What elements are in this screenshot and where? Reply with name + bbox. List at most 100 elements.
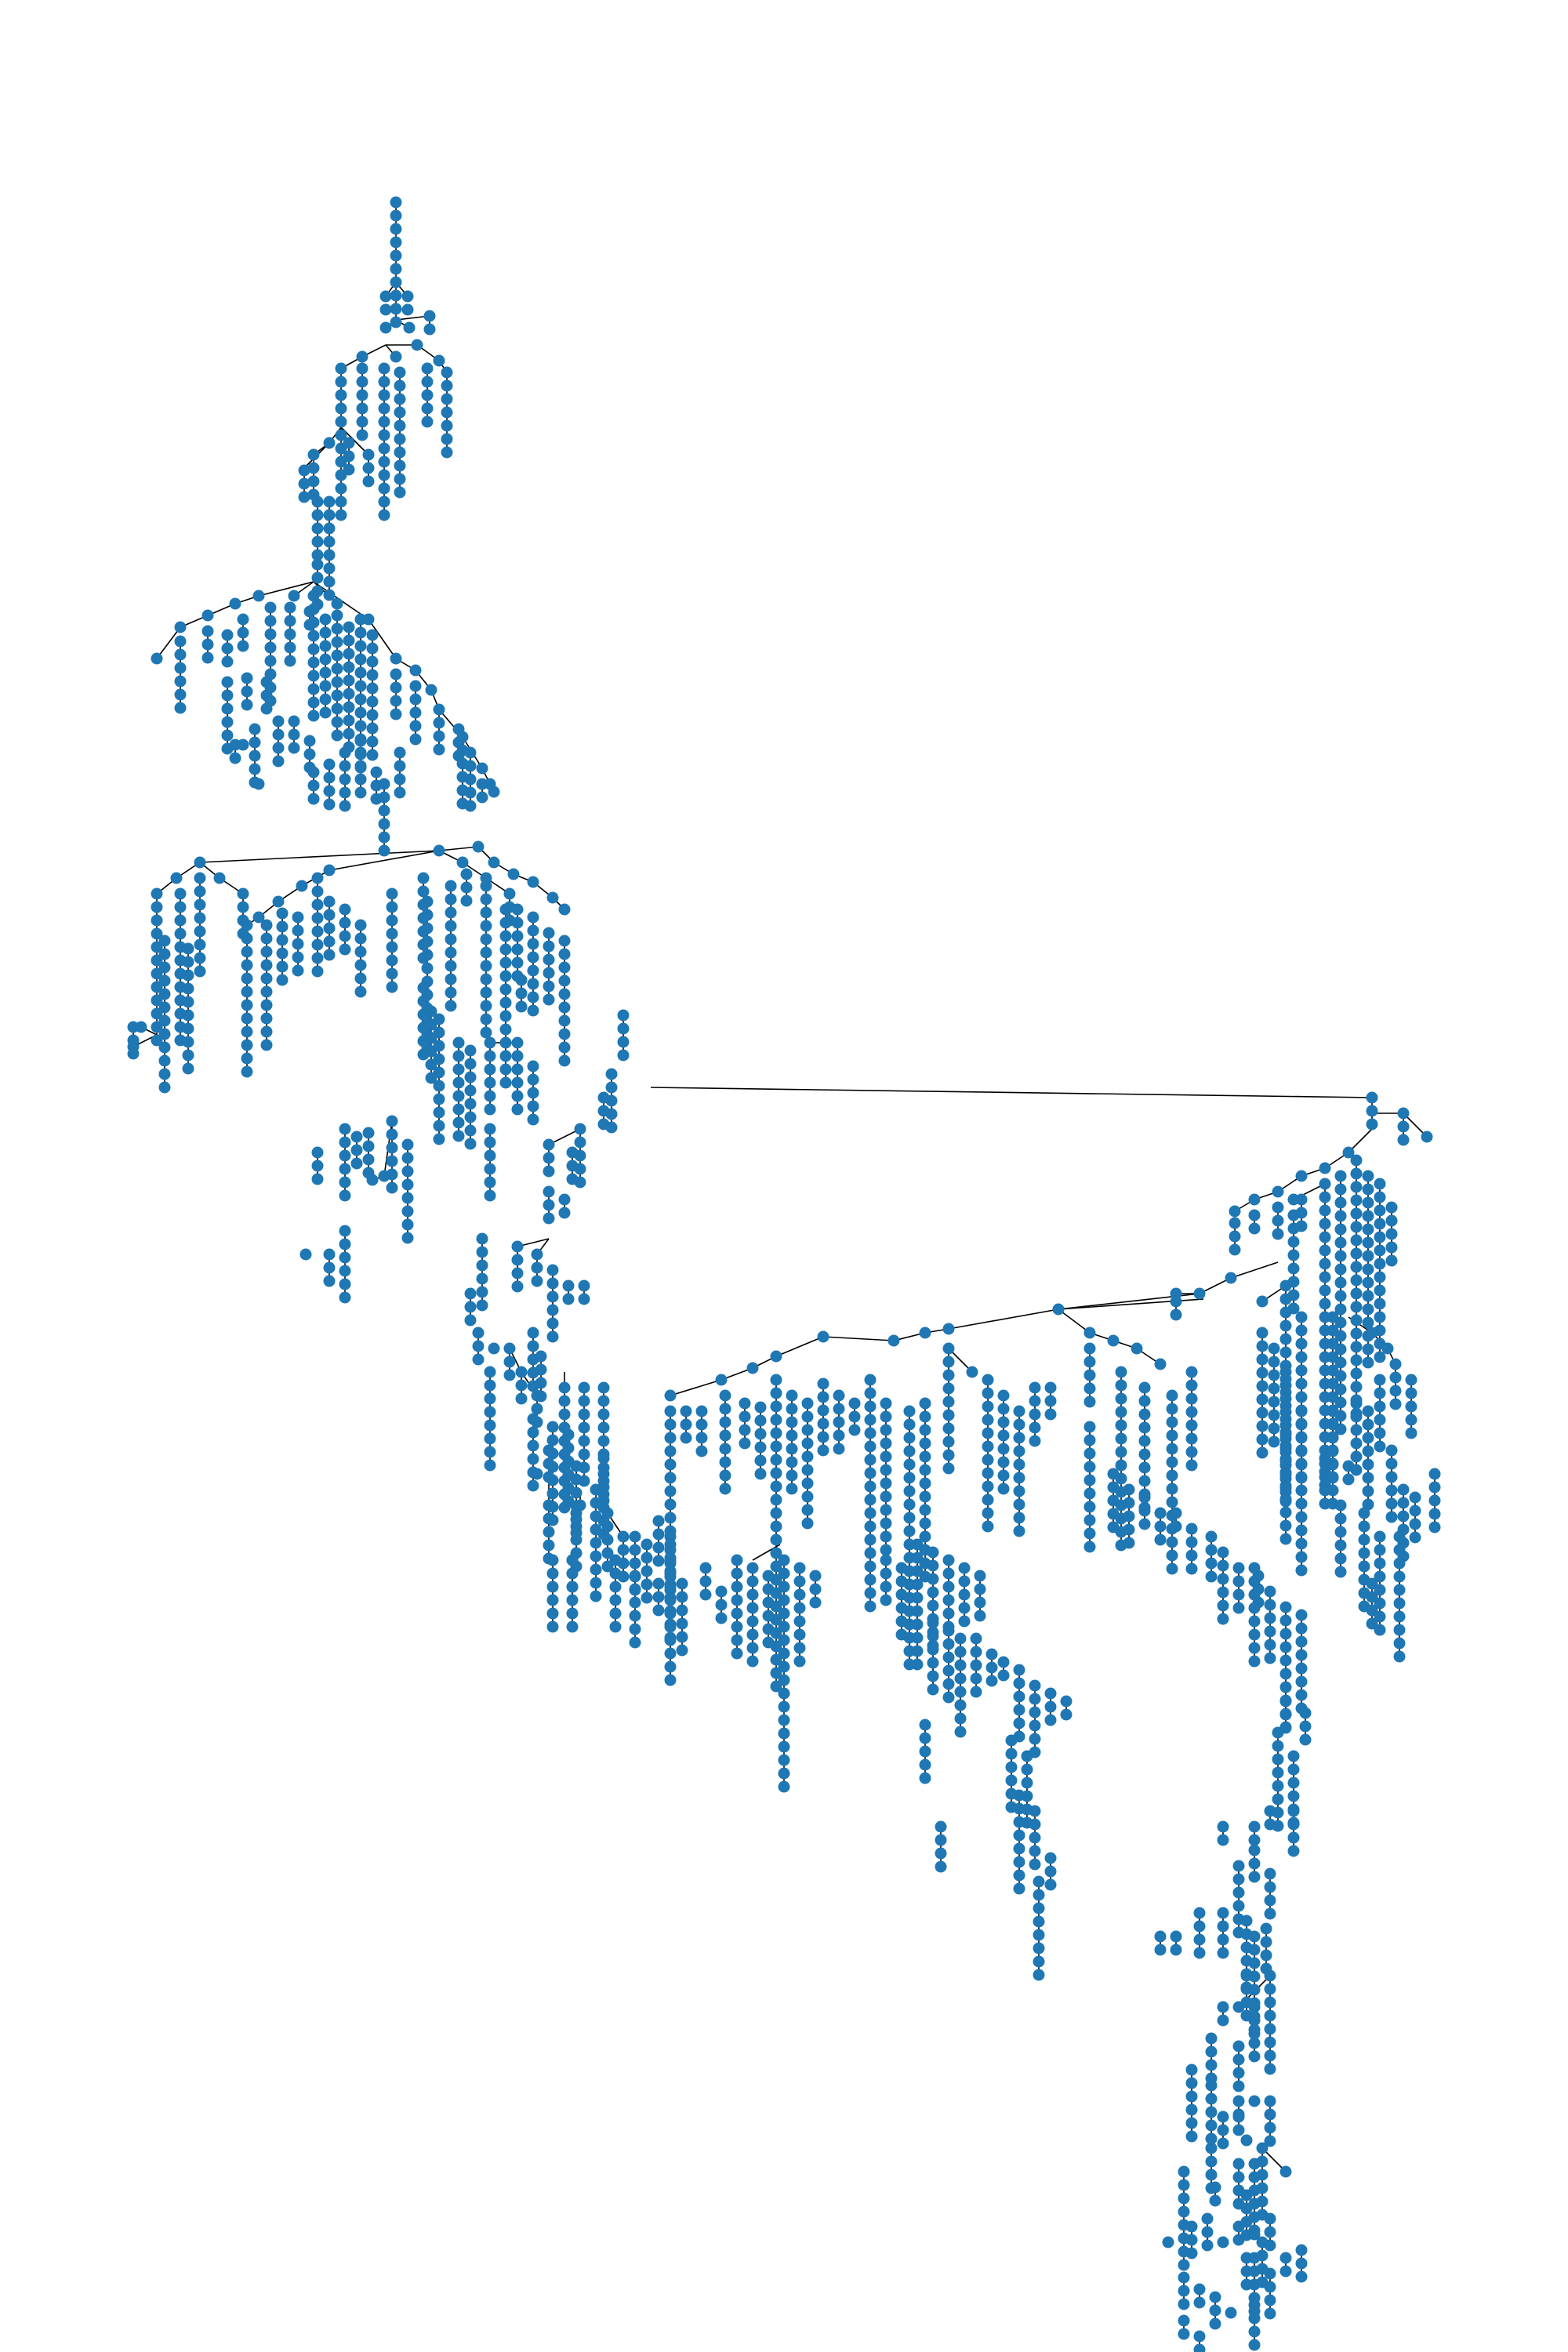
graph-node-42 [356, 376, 368, 388]
graph-node-343 [194, 938, 206, 951]
graph-node-1901 [1185, 2063, 1198, 2076]
graph-node-1595 [880, 1554, 892, 1566]
graph-node-1827 [1217, 2014, 1229, 2027]
graph-node-1136 [1385, 1457, 1398, 1470]
graph-node-71 [421, 389, 434, 401]
graph-node-1724 [935, 1860, 947, 1873]
graph-node-1476 [1083, 1461, 1096, 1473]
graph-node-1362 [919, 1490, 931, 1503]
graph-node-1298 [833, 1403, 845, 1415]
graph-node-491 [445, 960, 457, 972]
graph-node-1459 [1166, 1496, 1178, 1508]
graph-node-1002 [1279, 1279, 1292, 1292]
graph-node-143 [307, 590, 320, 602]
graph-node-1717 [1033, 1969, 1045, 1981]
graph-node-984 [1385, 1214, 1398, 1227]
graph-node-586 [484, 1050, 496, 1062]
graph-node-1791 [1248, 1834, 1261, 1846]
graph-edge [650, 1087, 1373, 1098]
graph-node-1097 [1279, 1419, 1292, 1432]
graph-node-772 [562, 1428, 575, 1441]
graph-node-1263 [770, 1560, 782, 1573]
graph-node-992 [1287, 1249, 1300, 1261]
graph-node-1842 [1205, 2142, 1218, 2154]
graph-node-1756 [1295, 1635, 1308, 1648]
graph-node-1653 [954, 1672, 967, 1685]
graph-node-1105 [1295, 1432, 1308, 1444]
graph-node-1893 [1178, 2165, 1190, 2178]
graph-node-1833 [1232, 2053, 1245, 2066]
graph-node-354 [182, 1049, 194, 1062]
graph-node-1429 [1115, 1392, 1127, 1405]
graph-node-1494 [1138, 1504, 1151, 1517]
graph-node-1424 [1083, 1369, 1096, 1381]
graph-node-851 [609, 1567, 622, 1580]
graph-node-174 [343, 661, 355, 673]
graph-node-606 [362, 1127, 375, 1139]
graph-node-964 [1362, 1303, 1374, 1316]
graph-node-1937 [1264, 2063, 1276, 2075]
graph-node-877 [1229, 1205, 1241, 1218]
graph-node-113 [174, 635, 187, 648]
graph-node-1388 [982, 1480, 994, 1493]
graph-node-99 [323, 575, 336, 588]
graph-node-118 [174, 702, 187, 714]
graph-node-1434 [1115, 1459, 1127, 1472]
graph-node-396 [276, 960, 289, 973]
graph-node-794 [570, 1513, 583, 1526]
graph-node-1559 [746, 1655, 759, 1668]
graph-node-259 [249, 763, 261, 775]
graph-node-94 [323, 509, 336, 521]
graph-node-683 [578, 1293, 590, 1305]
graph-node-40 [335, 509, 347, 521]
graph-node-1634 [974, 1570, 986, 1582]
graph-node-1089 [1405, 1387, 1417, 1399]
graph-node-597 [339, 1123, 351, 1135]
graph-node-1240 [739, 1410, 751, 1423]
graph-node-1361 [919, 1477, 931, 1490]
graph-node-856 [629, 1570, 641, 1582]
graph-node-66 [394, 459, 406, 472]
graph-node-1410 [1029, 1381, 1041, 1394]
graph-node-360 [127, 1047, 140, 1060]
graph-edge [199, 850, 440, 863]
graph-node-1683 [1060, 1695, 1073, 1708]
graph-node-132 [264, 655, 277, 667]
graph-node-1291 [817, 1377, 829, 1390]
graph-node-1567 [778, 1567, 790, 1580]
graph-node-127 [237, 640, 249, 652]
graph-node-1651 [954, 1646, 967, 1658]
graph-node-109 [229, 597, 241, 610]
graph-node-968 [1362, 1356, 1374, 1369]
graph-node-1077 [1381, 1342, 1394, 1355]
graph-node-1599 [895, 1562, 908, 1574]
graph-node-1076 [1366, 1327, 1378, 1339]
graph-node-430 [386, 941, 398, 953]
graph-node-1456 [1166, 1456, 1178, 1468]
graph-node-317 [174, 927, 187, 940]
graph-node-1956 [1240, 2189, 1253, 2201]
graph-node-1232 [719, 1403, 731, 1415]
graph-node-1607 [911, 1565, 924, 1577]
graph-node-853 [609, 1594, 622, 1606]
graph-node-492 [445, 973, 457, 985]
graph-node-811 [566, 1607, 579, 1620]
graph-node-1332 [880, 1517, 892, 1530]
graph-node-1869 [1209, 2318, 1221, 2330]
graph-node-731 [476, 1272, 488, 1285]
graph-node-302 [151, 887, 163, 900]
graph-node-1646 [942, 1651, 955, 1664]
graph-node-1201 [817, 1330, 829, 1343]
graph-node-524 [433, 1080, 445, 1092]
graph-node-165 [331, 662, 343, 675]
graph-node-168 [331, 702, 343, 715]
graph-node-1408 [1013, 1512, 1025, 1524]
graph-node-153 [319, 613, 332, 626]
graph-node-1547 [731, 1594, 743, 1606]
graph-node-156 [319, 653, 332, 666]
graph-node-261 [272, 715, 285, 728]
graph-node-840 [641, 1592, 653, 1604]
graph-node-1236 [719, 1456, 731, 1468]
graph-node-1939 [1264, 2095, 1276, 2107]
graph-node-282 [339, 800, 351, 812]
